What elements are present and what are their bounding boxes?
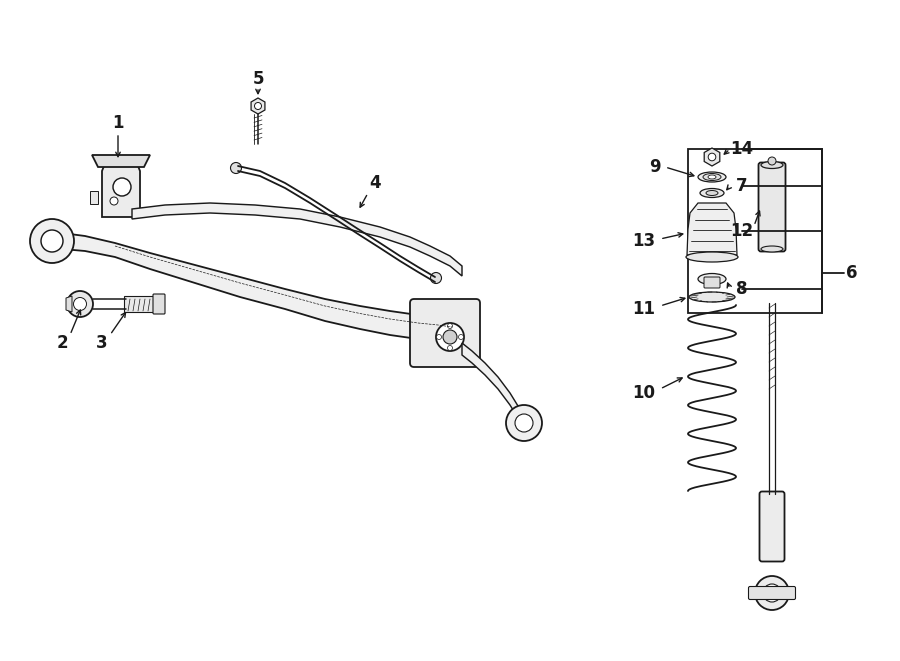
- Circle shape: [67, 291, 93, 317]
- Polygon shape: [704, 148, 720, 166]
- Text: 3: 3: [96, 334, 108, 352]
- Text: 8: 8: [736, 280, 748, 298]
- Text: 12: 12: [731, 222, 753, 240]
- Circle shape: [30, 219, 74, 263]
- Circle shape: [74, 297, 86, 311]
- Polygon shape: [62, 233, 452, 343]
- Circle shape: [230, 163, 241, 173]
- Bar: [688, 149, 822, 313]
- FancyBboxPatch shape: [704, 277, 720, 288]
- Ellipse shape: [700, 188, 724, 198]
- Circle shape: [113, 178, 131, 196]
- Circle shape: [458, 334, 464, 340]
- Text: 6: 6: [846, 264, 858, 282]
- Text: 5: 5: [252, 70, 264, 88]
- Polygon shape: [687, 203, 737, 255]
- Circle shape: [430, 272, 442, 284]
- Ellipse shape: [708, 175, 716, 179]
- Circle shape: [447, 346, 453, 350]
- Polygon shape: [102, 161, 140, 217]
- Circle shape: [436, 334, 442, 340]
- Circle shape: [515, 414, 533, 432]
- Polygon shape: [92, 155, 150, 167]
- Circle shape: [763, 584, 781, 602]
- Polygon shape: [132, 203, 462, 276]
- Text: 2: 2: [56, 334, 68, 352]
- FancyBboxPatch shape: [410, 299, 480, 367]
- Bar: [124, 296, 156, 312]
- Circle shape: [255, 102, 262, 110]
- Ellipse shape: [703, 173, 721, 180]
- Circle shape: [506, 405, 542, 441]
- Text: 14: 14: [731, 140, 753, 158]
- Polygon shape: [462, 343, 522, 429]
- Circle shape: [41, 230, 63, 252]
- FancyBboxPatch shape: [153, 294, 165, 314]
- Circle shape: [755, 576, 789, 610]
- Text: 1: 1: [112, 114, 124, 132]
- Text: 13: 13: [633, 232, 655, 250]
- Circle shape: [443, 330, 457, 344]
- Text: 7: 7: [736, 177, 748, 195]
- FancyBboxPatch shape: [749, 586, 796, 600]
- Circle shape: [436, 323, 464, 351]
- Ellipse shape: [761, 161, 783, 169]
- Polygon shape: [251, 98, 265, 114]
- FancyBboxPatch shape: [760, 492, 785, 561]
- Circle shape: [110, 197, 118, 205]
- Ellipse shape: [761, 246, 783, 252]
- Ellipse shape: [689, 292, 735, 302]
- Ellipse shape: [706, 190, 718, 196]
- Ellipse shape: [686, 252, 738, 262]
- Text: 10: 10: [633, 384, 655, 402]
- Ellipse shape: [698, 274, 726, 284]
- Polygon shape: [66, 296, 72, 312]
- Text: 9: 9: [649, 158, 661, 176]
- Circle shape: [708, 153, 716, 161]
- FancyBboxPatch shape: [759, 163, 786, 251]
- Circle shape: [447, 323, 453, 329]
- Text: 11: 11: [633, 300, 655, 318]
- Text: 4: 4: [369, 174, 381, 192]
- Circle shape: [768, 588, 777, 598]
- Circle shape: [768, 157, 776, 165]
- Ellipse shape: [698, 172, 726, 182]
- Polygon shape: [90, 191, 98, 204]
